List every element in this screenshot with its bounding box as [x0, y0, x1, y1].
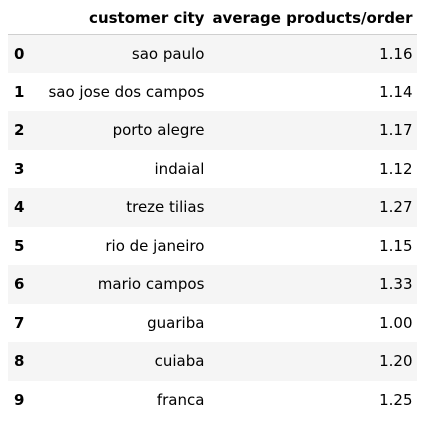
cell-average-products-order: 1.33: [379, 275, 413, 294]
index-header: [8, 2, 29, 35]
row-index: 3: [14, 159, 25, 178]
row-index: 5: [14, 236, 25, 255]
row-index: 4: [14, 198, 25, 217]
cell-average-products-order: 1.00: [379, 313, 413, 332]
cell-average-products-order: 1.25: [379, 390, 413, 409]
table-row: 9 franca 1.25: [8, 380, 417, 419]
table-header: customer city average products/order: [8, 2, 417, 35]
table-row: 2 porto alegre 1.17: [8, 111, 417, 150]
cell-customer-city: porto alegre: [112, 121, 205, 140]
cell-average-products-order: 1.20: [379, 352, 413, 371]
cell-average-products-order: 1.27: [379, 198, 413, 217]
table-body: 0 sao paulo 1.16 1 sao jose dos campos 1…: [8, 34, 417, 419]
cell-average-products-order: 1.16: [379, 44, 413, 63]
row-index: 9: [14, 390, 25, 409]
cell-customer-city: franca: [156, 390, 205, 409]
table-row: 6 mario campos 1.33: [8, 265, 417, 304]
cell-customer-city: rio de janeiro: [105, 236, 205, 255]
cell-customer-city: indaial: [154, 159, 205, 178]
table-row: 0 sao paulo 1.16: [8, 34, 417, 73]
row-index: 1: [14, 82, 25, 101]
table-row: 7 guariba 1.00: [8, 303, 417, 342]
column-header-customer-city: customer city: [28, 2, 209, 35]
cell-average-products-order: 1.17: [379, 121, 413, 140]
cell-customer-city: sao jose dos campos: [48, 82, 205, 101]
table-row: 1 sao jose dos campos 1.14: [8, 72, 417, 111]
table-row: 3 indaial 1.12: [8, 149, 417, 188]
cell-customer-city: guariba: [147, 313, 205, 332]
cell-average-products-order: 1.15: [379, 236, 413, 255]
cell-customer-city: mario campos: [97, 275, 205, 294]
column-header-average-products-order: average products/order: [208, 2, 417, 35]
cell-customer-city: treze tilias: [126, 198, 205, 217]
row-index: 2: [14, 121, 25, 140]
row-index: 0: [14, 44, 25, 63]
dataframe-table: customer city average products/order 0 s…: [8, 2, 417, 419]
cell-customer-city: sao paulo: [131, 44, 205, 63]
row-index: 6: [14, 275, 25, 294]
header-row: customer city average products/order: [8, 2, 417, 35]
cell-average-products-order: 1.14: [379, 82, 413, 101]
table-row: 4 treze tilias 1.27: [8, 188, 417, 227]
cell-customer-city: cuiaba: [154, 352, 205, 371]
row-index: 8: [14, 352, 25, 371]
table-row: 8 cuiaba 1.20: [8, 342, 417, 381]
cell-average-products-order: 1.12: [379, 159, 413, 178]
table-row: 5 rio de janeiro 1.15: [8, 226, 417, 265]
row-index: 7: [14, 313, 25, 332]
